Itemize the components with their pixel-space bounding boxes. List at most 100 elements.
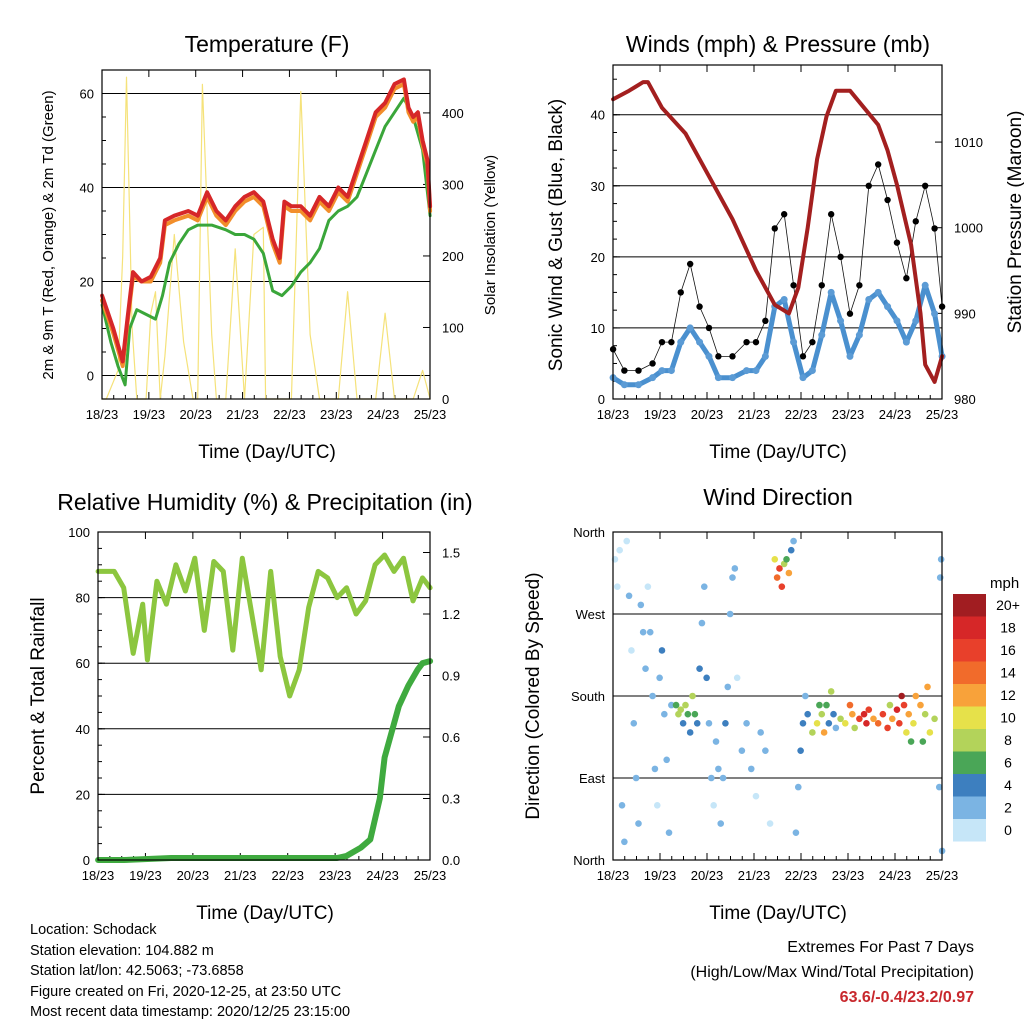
direction-point bbox=[823, 701, 830, 709]
colorbar-label: 16 bbox=[1000, 642, 1016, 658]
colorbar-swatch bbox=[953, 796, 986, 819]
direction-point bbox=[705, 720, 713, 727]
y-tick-label-right: 0.9 bbox=[442, 669, 460, 684]
direction-point bbox=[635, 820, 642, 827]
gust-point bbox=[893, 239, 901, 246]
y-tick-label: 0 bbox=[598, 392, 605, 407]
colorbar-swatch bbox=[953, 819, 986, 842]
direction-point bbox=[700, 583, 708, 590]
temperature-title: Temperature (F) bbox=[185, 31, 350, 57]
direction-point bbox=[900, 701, 908, 709]
direction-point bbox=[684, 710, 692, 718]
direction-point bbox=[799, 720, 807, 727]
humidity-panel: Relative Humidity (%) & Precipitation (i… bbox=[28, 489, 473, 924]
figure-created: Figure created on Fri, 2020-12-25, at 23… bbox=[30, 983, 342, 1000]
gust-point bbox=[668, 338, 675, 346]
pressure-line bbox=[611, 80, 945, 384]
y-tick-label-right: 1010 bbox=[954, 135, 983, 150]
direction-point bbox=[731, 565, 739, 572]
gust-trace bbox=[612, 164, 943, 372]
x-tick-label: 21/23 bbox=[224, 868, 257, 883]
wind-point bbox=[667, 367, 675, 375]
most-recent-data: Most recent data timestamp: 2020/12/25 2… bbox=[30, 1004, 351, 1020]
wind-point bbox=[837, 317, 845, 325]
x-tick-label: 20/23 bbox=[179, 407, 212, 422]
x-tick-label: 25/23 bbox=[414, 407, 447, 422]
gust-point bbox=[743, 338, 750, 346]
direction-point bbox=[809, 729, 816, 736]
gust-point bbox=[752, 338, 760, 346]
direction-point bbox=[752, 792, 760, 800]
y-tick-label: 80 bbox=[76, 591, 90, 606]
colorbar-label: 20+ bbox=[996, 597, 1020, 613]
gust-point bbox=[856, 282, 863, 289]
direction-point bbox=[658, 647, 666, 654]
colorbar-label: 14 bbox=[1000, 665, 1016, 681]
direction-point bbox=[851, 724, 858, 732]
direction-point bbox=[632, 774, 640, 782]
extremes-values: 63.6/-0.4/23.2/0.97 bbox=[839, 989, 974, 1006]
x-tick-label: 18/23 bbox=[597, 868, 630, 883]
wind-point bbox=[705, 352, 713, 360]
y-tick-label-right: 0.6 bbox=[442, 730, 460, 745]
x-tick-label: 24/23 bbox=[879, 868, 912, 883]
x-tick-label: 22/23 bbox=[785, 868, 818, 883]
direction-point bbox=[616, 546, 623, 554]
direction-point bbox=[729, 574, 736, 581]
y-tick-label: South bbox=[571, 689, 605, 704]
direction-point bbox=[712, 738, 720, 745]
y-tick-label: 100 bbox=[68, 525, 90, 540]
y-tick-label: 40 bbox=[80, 181, 94, 196]
y-tick-label: 20 bbox=[591, 250, 605, 265]
direction-point bbox=[846, 701, 854, 709]
direction-point bbox=[623, 537, 631, 545]
direction-point bbox=[618, 802, 626, 809]
gust-point bbox=[799, 353, 807, 360]
direction-point bbox=[649, 692, 656, 700]
wind-point bbox=[620, 381, 628, 389]
direction-point bbox=[639, 628, 647, 636]
direction-point bbox=[698, 619, 706, 627]
direction-point bbox=[874, 720, 882, 727]
dewpoint-line bbox=[100, 96, 432, 387]
direction-point bbox=[863, 720, 870, 727]
direction-point bbox=[743, 720, 750, 727]
wind-point bbox=[931, 310, 939, 318]
direction-point bbox=[917, 701, 924, 709]
temp-2m-line bbox=[100, 77, 433, 364]
direction-point bbox=[778, 583, 786, 590]
humidity-ylabel: Percent & Total Rainfall bbox=[28, 597, 49, 794]
x-tick-label: 23/23 bbox=[319, 868, 352, 883]
y-tick-label-right: 0 bbox=[442, 392, 449, 407]
direction-point bbox=[893, 706, 901, 713]
gust-point bbox=[677, 289, 684, 296]
gust-point bbox=[621, 367, 628, 374]
wind-point bbox=[846, 352, 854, 360]
wind-point bbox=[658, 367, 666, 375]
gust-point bbox=[903, 274, 910, 282]
direction-point bbox=[665, 829, 673, 836]
direction-point bbox=[825, 720, 833, 727]
direction-point bbox=[651, 765, 659, 773]
direction-point bbox=[625, 592, 633, 600]
x-tick-label: 23/23 bbox=[832, 868, 865, 883]
wind-line bbox=[610, 282, 945, 388]
wind-point bbox=[728, 374, 736, 382]
wind-point bbox=[874, 288, 882, 296]
direction-point bbox=[792, 829, 800, 836]
y-tick-label: 60 bbox=[76, 656, 90, 671]
direction-point bbox=[896, 720, 903, 727]
direction-point bbox=[886, 701, 894, 709]
y-tick-label-right: 1.2 bbox=[442, 607, 460, 622]
colorbar-swatch bbox=[953, 729, 986, 752]
colorbar-swatch bbox=[953, 774, 986, 797]
colorbar-swatch bbox=[953, 616, 986, 639]
y-tick-label: North bbox=[573, 853, 605, 868]
y-tick-label-right: 400 bbox=[442, 106, 464, 121]
x-tick-label: 20/23 bbox=[691, 868, 724, 883]
x-tick-label: 22/23 bbox=[785, 407, 818, 422]
direction-point bbox=[733, 674, 741, 682]
gust-point bbox=[827, 211, 835, 218]
y-tick-label: 0 bbox=[83, 853, 90, 868]
direction-point bbox=[679, 720, 687, 727]
